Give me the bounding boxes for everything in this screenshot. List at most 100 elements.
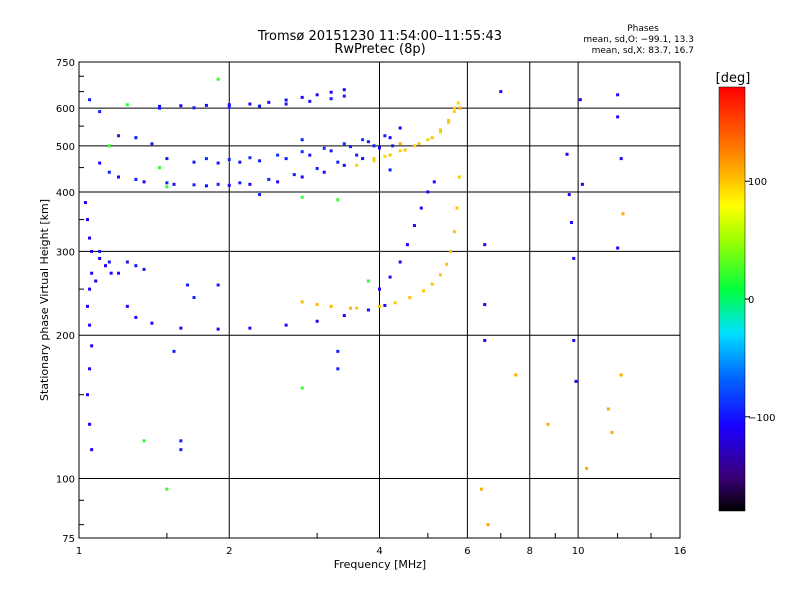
echo-point <box>486 523 490 527</box>
colorbar <box>718 86 746 512</box>
echo-point <box>355 153 359 157</box>
echo-point <box>349 306 353 310</box>
echo-point <box>300 195 304 199</box>
echo-point <box>98 110 102 114</box>
echo-point <box>616 115 620 119</box>
echo-point <box>355 163 359 167</box>
echo-point <box>572 256 576 260</box>
x-tick-label: 6 <box>464 546 470 557</box>
echo-point <box>315 167 319 171</box>
echo-point <box>430 136 434 140</box>
echo-point <box>388 153 392 157</box>
echo-point <box>336 198 340 202</box>
echo-point <box>430 282 434 286</box>
echo-point <box>322 170 326 174</box>
echo-point <box>378 146 381 150</box>
echo-point <box>300 175 304 179</box>
echo-point <box>398 149 402 153</box>
echo-point <box>570 221 574 225</box>
echo-point <box>342 94 346 98</box>
echo-point <box>134 177 138 181</box>
echo-point <box>150 142 154 146</box>
echo-point <box>616 246 620 250</box>
echo-point <box>103 264 107 268</box>
echo-point <box>383 154 387 158</box>
phase-stats-o: mean, sd,O: −99.1, 13.3 <box>583 35 694 45</box>
echo-point <box>216 283 220 287</box>
echo-point <box>361 138 365 142</box>
echo-point <box>179 104 183 108</box>
y-tick-label: 200 <box>56 331 75 342</box>
echo-point <box>610 430 614 434</box>
echo-point <box>499 90 503 94</box>
echo-point <box>88 367 92 371</box>
echo-point <box>398 260 402 264</box>
echo-point <box>204 184 208 188</box>
echo-point <box>117 271 121 275</box>
echo-point <box>125 103 129 107</box>
echo-point <box>616 93 620 97</box>
echo-point <box>267 177 271 181</box>
echo-point <box>158 106 162 110</box>
echo-point <box>284 323 288 327</box>
echo-point <box>398 142 402 146</box>
echo-point <box>322 146 326 150</box>
echo-point <box>248 156 252 160</box>
x-tick-label: 2 <box>226 546 232 557</box>
colorbar-ticks: 100 0 −100 <box>745 177 775 424</box>
echo-point <box>88 422 92 426</box>
echo-point <box>216 161 220 165</box>
x-axis-label: Frequency [MHz] <box>334 558 426 571</box>
echo-point <box>483 338 487 342</box>
echo-point <box>315 93 319 97</box>
echo-point <box>98 161 102 165</box>
echo-point <box>426 190 430 194</box>
echo-point <box>107 144 111 148</box>
echo-point <box>284 157 288 161</box>
echo-point <box>142 267 146 271</box>
echo-point <box>514 373 518 377</box>
echo-point <box>329 304 333 308</box>
x-tick-label: 1 <box>76 546 82 557</box>
echo-point <box>83 201 87 205</box>
echo-point <box>165 157 169 161</box>
echo-point <box>308 99 312 103</box>
chart-subtitle: RwPretec (8p) <box>334 42 425 57</box>
echo-point <box>439 273 443 277</box>
echo-point <box>388 168 392 172</box>
echo-point <box>483 303 487 307</box>
echo-point <box>125 304 129 308</box>
echo-point <box>90 249 94 253</box>
colorbar-tick-label: 0 <box>748 295 754 306</box>
echo-point <box>439 128 443 132</box>
phase-stats-title: Phases <box>627 24 659 34</box>
echo-point <box>86 304 90 308</box>
echo-point <box>366 140 370 144</box>
echo-point <box>90 448 94 452</box>
echo-traces <box>83 77 625 527</box>
echo-point <box>172 349 176 353</box>
echo-point <box>366 279 370 283</box>
echo-point <box>405 243 409 247</box>
echo-point <box>90 344 94 348</box>
y-tick-label: 400 <box>56 188 75 199</box>
echo-point <box>565 152 569 156</box>
echo-point <box>398 126 402 130</box>
echo-point <box>567 193 571 197</box>
echo-point <box>204 157 208 161</box>
echo-point <box>165 487 169 491</box>
chart-title: Tromsø 20151230 11:54:00–11:55:43 <box>257 29 502 44</box>
echo-point <box>574 379 578 383</box>
echo-point <box>447 120 451 124</box>
echo-point <box>94 279 98 283</box>
y-tick-label: 100 <box>56 475 75 486</box>
colorbar-label: [deg] <box>716 71 751 86</box>
echo-point <box>117 175 121 179</box>
echo-point <box>378 304 381 308</box>
x-tick-label: 8 <box>527 546 533 557</box>
echo-point <box>172 182 176 186</box>
echo-point <box>606 407 610 411</box>
echo-point <box>391 144 395 148</box>
echo-point <box>621 212 625 216</box>
y-axis-ticks: 75 100 200 300 400 500 600 750 <box>56 58 84 545</box>
